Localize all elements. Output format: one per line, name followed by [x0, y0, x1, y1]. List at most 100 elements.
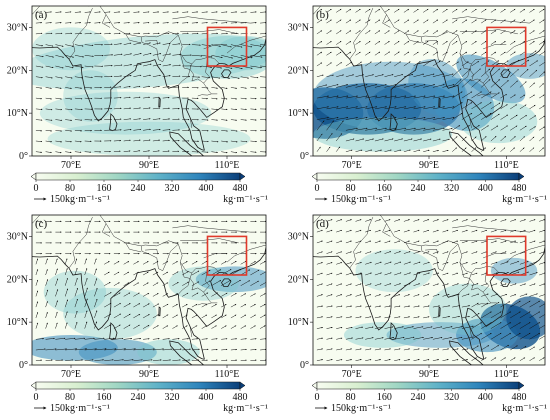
wind-arrow [413, 138, 423, 142]
island-taiwan [544, 256, 545, 271]
wind-arrow [250, 108, 257, 111]
wind-arrow [211, 292, 218, 297]
wind-arrow [182, 303, 188, 308]
wind-arrow [250, 65, 263, 69]
wind-arrow [452, 68, 462, 77]
island-andaman [158, 97, 161, 108]
wind-arrow [413, 106, 426, 110]
wind-arrow [500, 125, 508, 131]
wind-arrow [500, 93, 507, 99]
wind-arrow [374, 127, 387, 131]
wind-arrow [84, 359, 94, 361]
wind-arrow [432, 95, 445, 99]
wind-arrow [423, 51, 429, 56]
wind-arrow [336, 74, 344, 77]
island-andaman [438, 306, 441, 317]
wind-arrow [133, 42, 142, 45]
wind-arrow [94, 258, 97, 265]
wind-arrow [355, 40, 361, 45]
wind-arrow [355, 8, 361, 13]
wind-arrow [74, 21, 82, 24]
wind-arrow [355, 19, 361, 24]
colorbar-tick-label: 240 [131, 183, 146, 194]
wind-arrow [461, 125, 470, 131]
wind-arrow [230, 97, 238, 100]
wind-arrow [452, 91, 463, 99]
wind-arrow [529, 115, 537, 120]
lat-tick-label: 0° [19, 151, 28, 162]
wind-arrow [45, 337, 55, 340]
wind-arrow [481, 91, 492, 99]
wind-arrow [260, 359, 266, 361]
wind-arrow [201, 314, 208, 319]
wind-arrow [182, 11, 189, 13]
wind-arrow [442, 40, 448, 45]
colorbar-tick-label: 80 [346, 392, 356, 403]
wind-arrow [182, 348, 191, 351]
wind-arrow [529, 104, 536, 110]
wind-arrow [336, 30, 342, 35]
wind-arrow [94, 268, 97, 276]
wind-arrow [133, 150, 141, 152]
wind-arrow [74, 32, 83, 35]
wind-arrow [94, 337, 105, 340]
wind-arrow [260, 348, 266, 351]
wind-arrow [316, 116, 329, 120]
wind-arrow [471, 51, 477, 56]
wind-arrow [471, 91, 482, 99]
wind-arrow [490, 79, 500, 88]
wind-arrow [384, 51, 390, 56]
wind-arrow [394, 19, 400, 24]
wind-arrow [316, 251, 323, 254]
wind-arrow [152, 42, 161, 45]
wind-arrow [510, 69, 519, 77]
wind-arrow [355, 106, 368, 110]
wind-arrow [162, 139, 170, 142]
wind-arrow [423, 149, 430, 152]
wind-arrow [260, 338, 266, 340]
colorbar-tick-label: 240 [131, 392, 146, 403]
wind-arrow [326, 262, 333, 265]
wind-arrow [35, 348, 46, 351]
lon-tick-label: 110°E [215, 369, 240, 380]
wind-arrow [162, 150, 170, 152]
wind-arrow [250, 280, 259, 286]
wind-arrow [259, 282, 266, 286]
wind-arrow [221, 292, 228, 297]
wind-arrow [113, 359, 124, 361]
wind-arrow [123, 53, 132, 56]
wind-arrow [336, 62, 342, 67]
wind-arrow [365, 19, 371, 24]
wind-arrow [201, 44, 212, 47]
wind-arrow [35, 32, 43, 35]
wind-arrow [374, 61, 382, 67]
wind-arrow [142, 303, 150, 308]
wind-arrow [490, 125, 499, 131]
wind-arrow [384, 8, 390, 13]
wind-arrow [55, 44, 64, 47]
wind-arrow [143, 42, 151, 45]
wind-arrow [45, 65, 54, 69]
wind-arrow [539, 19, 545, 24]
wind-arrow [510, 30, 516, 35]
wind-arrow [113, 107, 122, 110]
wind-arrow [152, 139, 161, 142]
wind-arrow [240, 325, 247, 329]
wind-arrow [316, 74, 324, 77]
wind-arrow [403, 95, 416, 99]
colorbar-unit: kg·m⁻¹·s⁻¹ [223, 194, 268, 205]
flux-blob [195, 266, 266, 293]
wind-arrow [403, 61, 411, 67]
wind-arrow [432, 127, 445, 131]
wind-arrow [384, 116, 397, 120]
wind-arrow [152, 359, 162, 361]
wind-arrow [211, 87, 218, 89]
wind-arrow [539, 83, 544, 88]
wind-arrow [162, 64, 172, 67]
wind-arrow [162, 21, 169, 24]
wind-arrow [84, 310, 88, 318]
wind-arrow [162, 282, 169, 286]
wind-arrow [211, 32, 219, 35]
colorbar: 0 80 160 240 320 400 480 [30, 381, 248, 403]
wind-arrow [413, 51, 419, 56]
